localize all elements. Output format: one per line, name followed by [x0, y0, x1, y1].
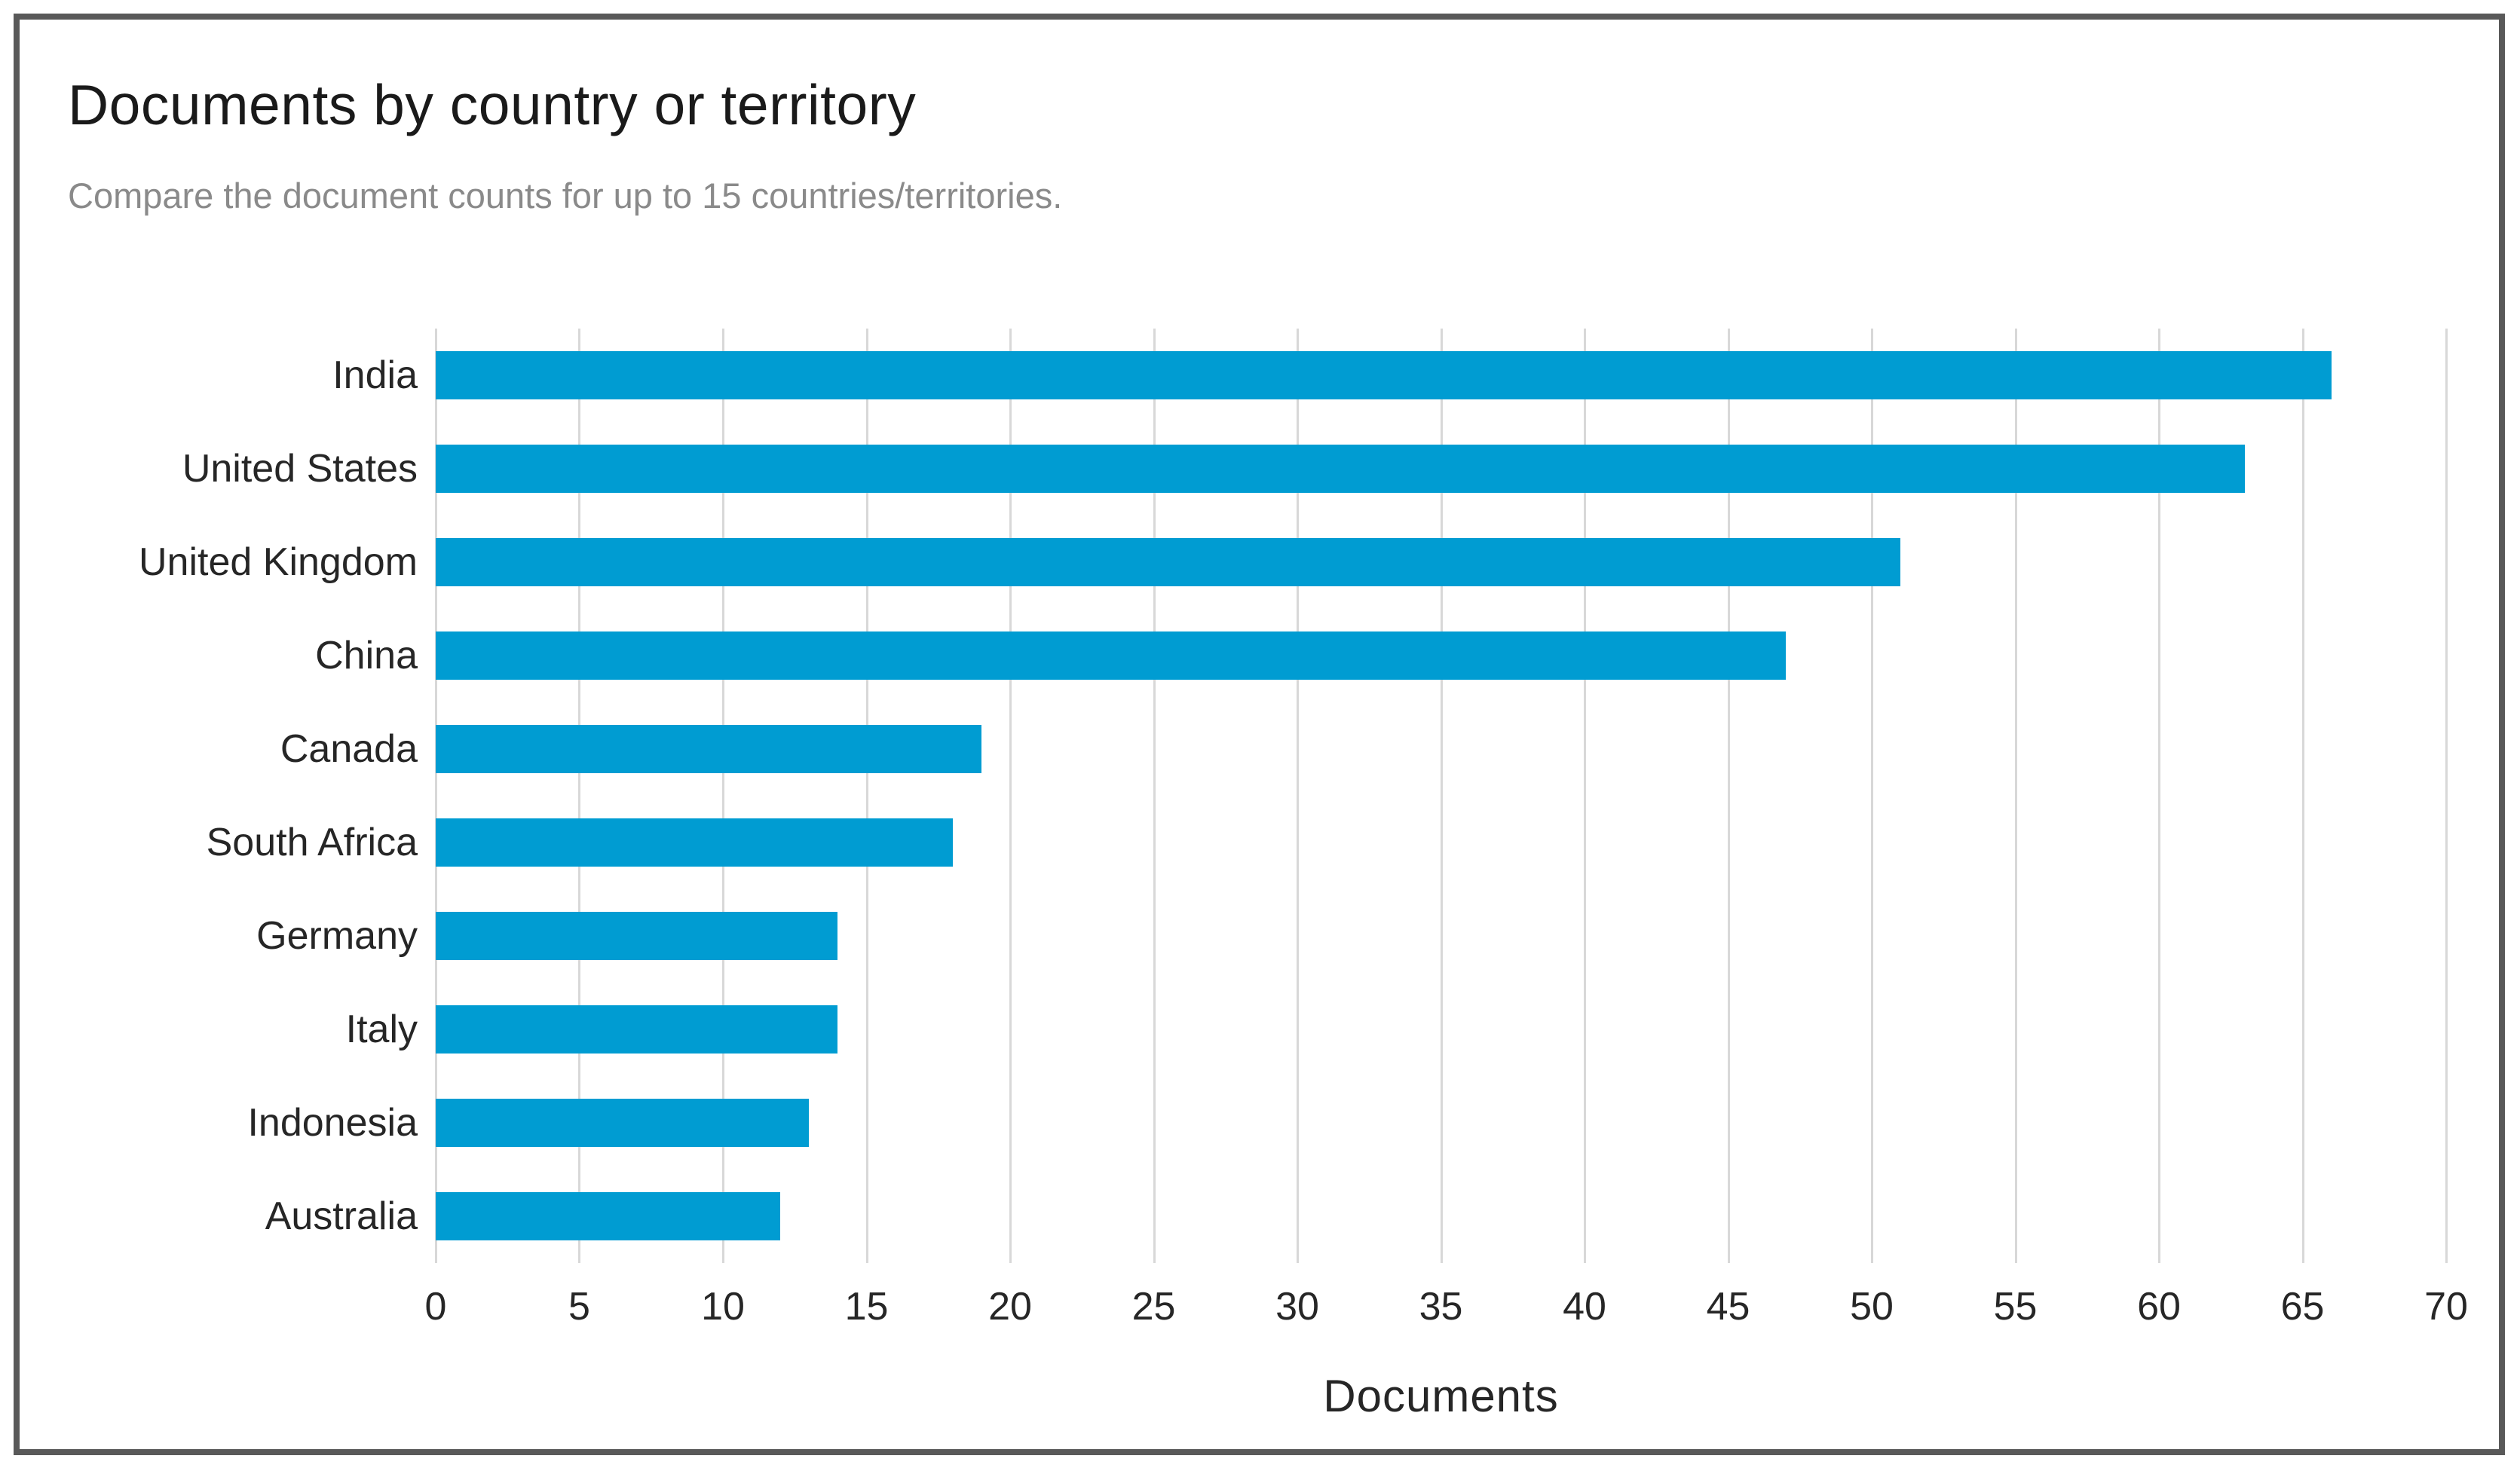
bar-row — [436, 422, 2446, 515]
gridline — [2158, 329, 2160, 1263]
chart-title: Documents by country or territory — [68, 73, 917, 136]
bar-united-states[interactable] — [436, 445, 2246, 493]
bar-row — [436, 1170, 2446, 1263]
x-tick-label: 35 — [1419, 1285, 1463, 1329]
country-label: Canada — [280, 727, 418, 771]
country-label: India — [332, 353, 418, 397]
country-label: Australia — [265, 1194, 418, 1238]
x-tick-label: 50 — [1850, 1285, 1894, 1329]
gridline — [1871, 329, 1873, 1263]
bar-germany[interactable] — [436, 912, 838, 960]
gridline — [1583, 329, 1586, 1263]
x-tick-label: 45 — [1706, 1285, 1750, 1329]
country-label: South Africa — [206, 821, 418, 864]
bar-south-africa[interactable] — [436, 818, 953, 867]
gridline — [1440, 329, 1443, 1263]
x-tick-label: 60 — [2137, 1285, 2181, 1329]
bar-china[interactable] — [436, 631, 1786, 680]
gridline — [2301, 329, 2304, 1263]
bar-india[interactable] — [436, 351, 2332, 399]
country-label: China — [315, 634, 418, 677]
chart-subtitle: Compare the document counts for up to 15… — [68, 176, 1063, 216]
plot-area — [435, 329, 2448, 1263]
bar-row — [436, 889, 2446, 983]
bar-row — [436, 329, 2446, 422]
gridline — [721, 329, 724, 1263]
gridline — [2014, 329, 2017, 1263]
bar-row — [436, 1076, 2446, 1170]
country-label: United States — [182, 447, 418, 491]
bar-row — [436, 609, 2446, 702]
gridline — [865, 329, 868, 1263]
bar-italy[interactable] — [436, 1005, 838, 1054]
x-tick-label: 70 — [2424, 1285, 2468, 1329]
x-axis-title: Documents — [1323, 1371, 1559, 1421]
bar-row — [436, 702, 2446, 796]
country-label: Italy — [345, 1008, 418, 1051]
x-tick-label: 65 — [2280, 1285, 2325, 1329]
x-tick-label: 5 — [568, 1285, 590, 1329]
gridline — [1297, 329, 1299, 1263]
x-tick-label: 15 — [844, 1285, 889, 1329]
bar-australia[interactable] — [436, 1192, 781, 1240]
x-tick-label: 0 — [424, 1285, 447, 1329]
x-tick-label: 40 — [1563, 1285, 1606, 1329]
x-tick-label: 10 — [701, 1285, 745, 1329]
x-tick-label: 20 — [988, 1285, 1032, 1329]
bar-indonesia[interactable] — [436, 1099, 810, 1147]
gridline — [2445, 329, 2448, 1263]
country-label: Germany — [256, 914, 418, 958]
gridline — [435, 329, 437, 1263]
x-axis-tick-labels: 0 5 10 15 20 25 30 35 40 45 50 55 60 65 70 — [425, 1284, 2468, 1337]
x-tick-label: 25 — [1131, 1285, 1176, 1329]
x-tick-label: 30 — [1275, 1285, 1319, 1329]
bar-row — [436, 515, 2446, 609]
chart-card: Documents by country or territory Compar… — [14, 14, 2505, 1455]
bar-row — [436, 796, 2446, 889]
gridline — [1727, 329, 1730, 1263]
bar-united-kingdom[interactable] — [436, 538, 1901, 586]
country-label: United Kingdom — [139, 540, 418, 584]
country-label: Indonesia — [247, 1101, 418, 1145]
bar-canada[interactable] — [436, 725, 981, 773]
gridline — [578, 329, 581, 1263]
x-tick-label: 55 — [1993, 1285, 2038, 1329]
gridline — [1153, 329, 1156, 1263]
y-axis-labels: India United States United Kingdom China Can… — [39, 329, 418, 1263]
bar-row — [436, 983, 2446, 1076]
gridline — [1009, 329, 1012, 1263]
